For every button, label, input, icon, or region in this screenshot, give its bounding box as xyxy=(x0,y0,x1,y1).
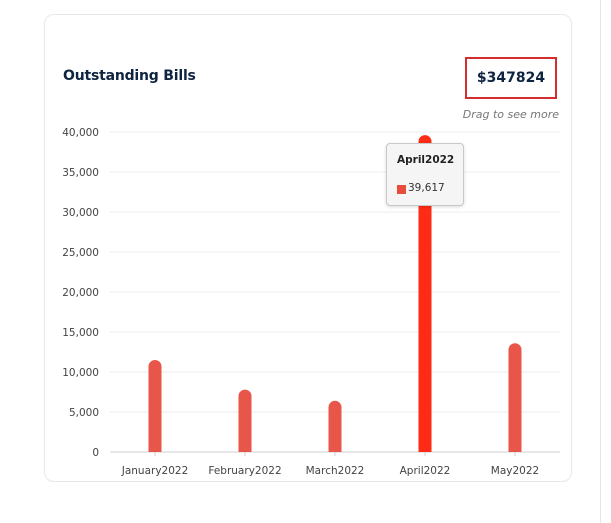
x-tick-label: April2022 xyxy=(400,465,451,477)
x-axis-ticks: January2022 February2022 March2022 April202… xyxy=(121,452,539,477)
y-tick-label: 15,000 xyxy=(62,327,99,339)
tooltip-value: 39,617 xyxy=(408,182,445,194)
y-tick-label: 10,000 xyxy=(62,367,99,379)
x-tick-label: May2022 xyxy=(491,465,539,477)
tooltip-swatch xyxy=(397,185,406,194)
y-tick-label: 25,000 xyxy=(62,247,99,259)
y-tick-label: 40,000 xyxy=(62,127,99,139)
total-amount: $347824 xyxy=(465,57,557,99)
x-tick-label: February2022 xyxy=(208,465,281,477)
chart-tooltip: April2022 39,617 xyxy=(386,143,464,206)
y-tick-label: 0 xyxy=(92,447,99,459)
x-tick-label: March2022 xyxy=(306,465,365,477)
page-divider xyxy=(600,0,601,523)
bar-january2022[interactable] xyxy=(148,360,162,452)
y-tick-label: 35,000 xyxy=(62,167,99,179)
bar-march2022[interactable] xyxy=(328,400,342,452)
tooltip-title: April2022 xyxy=(397,154,455,166)
drag-hint: Drag to see more xyxy=(462,108,559,121)
y-tick-label: 20,000 xyxy=(62,287,99,299)
card-title: Outstanding Bills xyxy=(63,68,196,84)
bar-february2022[interactable] xyxy=(238,389,252,452)
bars xyxy=(148,135,522,452)
x-tick-label: January2022 xyxy=(121,465,189,477)
bar-may2022[interactable] xyxy=(508,343,522,452)
bar-april2022[interactable] xyxy=(418,135,432,452)
y-axis-ticks: 0 5,000 10,000 15,000 20,000 25,000 30,000 35,0… xyxy=(62,127,99,459)
y-tick-label: 30,000 xyxy=(62,207,99,219)
outstanding-bills-card: Outstanding Bills $347824 Drag to see mo… xyxy=(44,14,572,482)
y-tick-label: 5,000 xyxy=(69,407,99,419)
